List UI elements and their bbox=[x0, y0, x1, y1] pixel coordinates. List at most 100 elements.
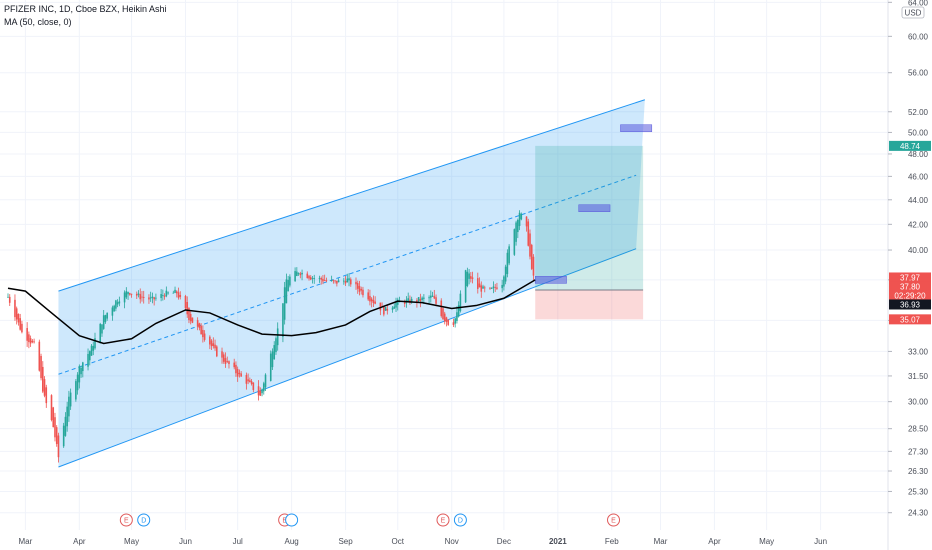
candle-body bbox=[332, 280, 335, 282]
ma-50-line[interactable] bbox=[7, 279, 536, 345]
event-marker[interactable] bbox=[137, 513, 151, 527]
x-tick-label: Apr bbox=[73, 537, 86, 546]
candle-body bbox=[210, 340, 213, 347]
candle-body bbox=[92, 345, 95, 351]
y-tick-label: 64.00 bbox=[908, 0, 929, 7]
candle-body bbox=[483, 287, 486, 289]
event-marker[interactable] bbox=[453, 513, 467, 527]
candle-body bbox=[99, 323, 102, 344]
x-tick-label: Dec bbox=[497, 537, 511, 546]
x-tick-label: Jul bbox=[233, 537, 243, 546]
candle-body bbox=[135, 293, 138, 296]
event-marker[interactable] bbox=[436, 513, 450, 527]
candle-body bbox=[82, 362, 84, 372]
position-loss-zone[interactable] bbox=[535, 289, 644, 320]
candle-body bbox=[477, 278, 479, 289]
candle-body bbox=[445, 317, 448, 323]
channel-mid-line[interactable] bbox=[58, 174, 637, 375]
candle-body bbox=[489, 287, 491, 289]
candle-body bbox=[513, 229, 516, 255]
price-tag-label: 37.97 bbox=[900, 273, 921, 282]
y-tick-label: 40.00 bbox=[908, 246, 929, 255]
candle-body bbox=[525, 216, 528, 227]
candle-body bbox=[149, 297, 152, 299]
candle-body bbox=[372, 299, 375, 304]
candle-body bbox=[162, 295, 164, 297]
candle-body bbox=[191, 317, 194, 323]
price-tag bbox=[889, 290, 931, 301]
position-profit-zone[interactable] bbox=[535, 145, 644, 290]
candle-body bbox=[383, 306, 385, 315]
candle-body bbox=[285, 279, 288, 304]
candle-body bbox=[466, 271, 469, 287]
regression-channel[interactable] bbox=[58, 99, 645, 468]
indicator-label[interactable]: MA (50, close, 0) bbox=[4, 17, 72, 27]
candle-body bbox=[384, 307, 387, 311]
range-marker[interactable] bbox=[578, 204, 611, 213]
candle-body bbox=[323, 280, 326, 281]
range-marker[interactable] bbox=[620, 124, 653, 132]
event-marker[interactable] bbox=[119, 513, 133, 527]
candle-body bbox=[179, 294, 182, 297]
candle-body bbox=[226, 361, 229, 362]
candle-body bbox=[435, 297, 437, 304]
event-marker[interactable] bbox=[285, 513, 299, 527]
y-tick-label: 31.50 bbox=[908, 372, 929, 381]
candle-body bbox=[532, 256, 535, 276]
channel-upper-line[interactable] bbox=[58, 99, 645, 292]
channel-lower-line[interactable] bbox=[58, 248, 637, 468]
candle-body bbox=[188, 308, 190, 321]
price-tag bbox=[889, 299, 931, 310]
drawing-overlays bbox=[58, 99, 653, 468]
candle-body bbox=[296, 271, 298, 277]
candle-body bbox=[459, 293, 462, 311]
candle-body bbox=[26, 328, 28, 341]
candle-body bbox=[367, 292, 369, 300]
chart-title: PFIZER INC, 1D, Cboe BZX, Heikin Ashi bbox=[4, 4, 167, 14]
candle-body bbox=[457, 305, 460, 317]
currency-badge[interactable] bbox=[901, 6, 925, 19]
candle-body bbox=[127, 292, 129, 295]
range-marker[interactable] bbox=[534, 276, 567, 284]
candle-body bbox=[102, 315, 105, 329]
candle-body bbox=[174, 289, 176, 293]
y-tick-label: 46.00 bbox=[908, 172, 929, 181]
price-tag-label: 48.74 bbox=[900, 142, 921, 151]
candle-body bbox=[80, 367, 82, 375]
candle-body bbox=[212, 343, 215, 347]
candle-body bbox=[42, 366, 44, 392]
candle-body bbox=[214, 344, 216, 349]
candle-body bbox=[492, 286, 495, 289]
event-marker[interactable] bbox=[607, 513, 621, 527]
candle-body bbox=[153, 297, 155, 300]
candle-body bbox=[517, 219, 519, 233]
candle-body bbox=[45, 387, 48, 404]
candle-body bbox=[57, 435, 60, 458]
event-letter: E bbox=[282, 518, 287, 525]
y-tick-label: 56.00 bbox=[908, 69, 929, 78]
y-tick-label: 27.30 bbox=[908, 447, 929, 456]
price-tag bbox=[889, 314, 931, 325]
price-tag bbox=[889, 140, 931, 151]
candle-body bbox=[257, 386, 260, 396]
candle-body bbox=[29, 338, 32, 344]
candle-body bbox=[419, 299, 422, 301]
candle-body bbox=[249, 380, 251, 383]
candle-body bbox=[31, 340, 34, 343]
candle-body bbox=[155, 297, 157, 299]
candle-body bbox=[430, 295, 432, 298]
candle-body bbox=[68, 396, 70, 417]
y-tick-label: 60.00 bbox=[908, 32, 929, 41]
candle-body bbox=[391, 307, 394, 310]
x-tick-label: May bbox=[759, 537, 774, 546]
candle-body bbox=[236, 369, 239, 377]
candle-body bbox=[530, 244, 533, 269]
y-tick-label: 52.00 bbox=[908, 108, 929, 117]
x-tick-label: 2021 bbox=[549, 537, 567, 546]
y-tick-label: 48.00 bbox=[908, 150, 929, 159]
x-tick-label: Sep bbox=[338, 537, 353, 546]
candle-body bbox=[346, 278, 349, 283]
candle-body bbox=[379, 302, 382, 311]
x-tick-label: May bbox=[124, 537, 139, 546]
